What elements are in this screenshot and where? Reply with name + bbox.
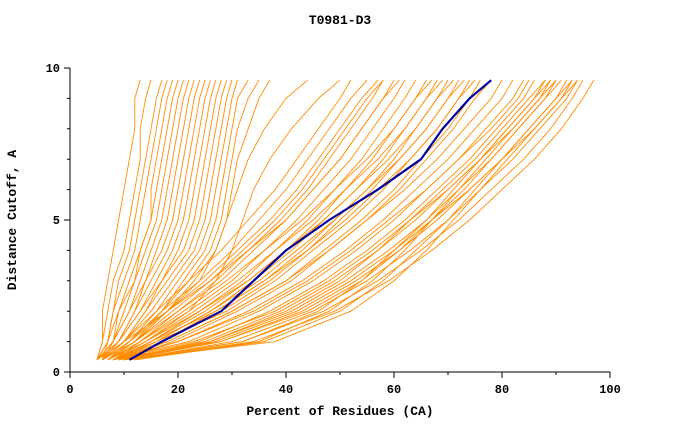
model-curve <box>96 80 201 361</box>
model-curve <box>123 79 584 361</box>
model-curve <box>102 80 228 361</box>
model-curve <box>102 80 238 361</box>
model-curve <box>102 80 184 361</box>
x-tick-label: 60 <box>387 383 401 397</box>
x-tick-label: 20 <box>171 383 185 397</box>
highlight-curve <box>128 79 492 361</box>
model-curve <box>113 79 524 361</box>
model-curve <box>96 80 222 361</box>
model-curve <box>123 79 562 361</box>
model-curve <box>107 79 384 361</box>
model-curve <box>107 79 433 361</box>
model-curve <box>134 79 573 361</box>
model-curve <box>118 79 546 361</box>
model-curve <box>112 79 443 361</box>
model-curve <box>118 79 454 361</box>
model-curve <box>96 80 168 361</box>
x-axis-label: Percent of Residues (CA) <box>246 404 433 419</box>
model-curve <box>123 79 535 361</box>
y-tick-label: 0 <box>53 366 60 380</box>
model-curve <box>113 79 530 361</box>
model-curve <box>123 79 476 361</box>
model-curve <box>96 80 190 361</box>
model-curve <box>107 79 395 361</box>
x-tick-label: 100 <box>599 383 621 397</box>
model-curve <box>129 79 578 361</box>
model-curve <box>96 80 179 361</box>
model-curve <box>96 80 141 360</box>
x-tick-label: 0 <box>66 383 73 397</box>
model-curve <box>118 79 514 361</box>
model-curve <box>123 79 578 361</box>
y-tick-label: 10 <box>46 62 60 76</box>
model-curve <box>118 79 568 361</box>
model-curve <box>107 79 368 361</box>
model-curve <box>102 79 384 361</box>
model-curve <box>96 80 233 361</box>
model-curve <box>129 79 595 361</box>
model-curve <box>96 80 152 360</box>
model-curve <box>102 79 308 361</box>
model-curve <box>112 79 406 361</box>
chart-title: T0981-D3 <box>309 13 372 28</box>
plot-area: 0 20 40 60 80 100 0 5 10 <box>46 62 621 397</box>
model-curve <box>101 80 163 360</box>
model-curve <box>113 79 503 361</box>
model-curve <box>107 79 416 361</box>
y-tick-label: 5 <box>53 214 60 228</box>
y-axis-label: Distance Cutoff, A <box>5 150 20 291</box>
model-curve <box>107 79 341 361</box>
model-curve <box>102 80 206 361</box>
model-curve <box>129 79 551 361</box>
x-tick-label: 40 <box>279 383 293 397</box>
model-curve <box>102 79 352 361</box>
model-curve <box>102 79 379 361</box>
model-curve <box>123 79 573 361</box>
x-tick-label: 80 <box>495 383 509 397</box>
model-curve <box>113 79 465 361</box>
